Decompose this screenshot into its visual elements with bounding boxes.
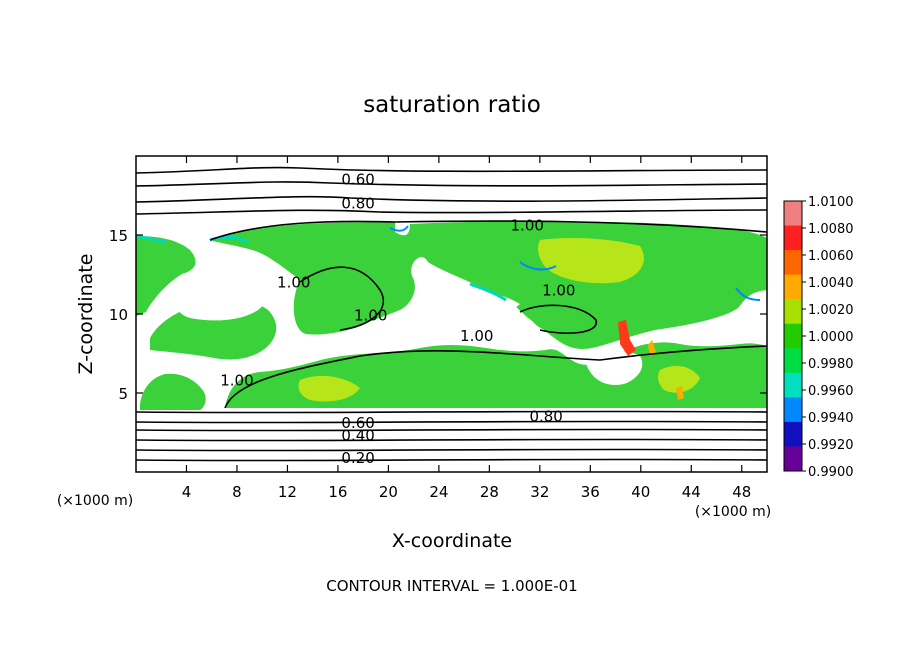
subsaturated-fringe [389,225,761,301]
colorbar-level-label: 1.0020 [808,303,854,318]
very-moist-streak-2 [648,340,684,400]
y-unit-label: (×1000 m) [57,493,133,509]
colorbar-swatch [784,250,802,276]
contour-line-1-00-top [209,220,767,241]
moist-region-left [136,236,196,316]
y-axis-label: Z-coordinate [75,254,97,375]
contour-label: 0.80 [341,194,374,212]
contour-lines [136,166,767,462]
contour-line-lower-6 [136,458,767,462]
contour-labels: 0.60 0.80 1.00 1.00 1.00 1.00 1.00 1.00 0.80 0.60… [220,171,575,467]
contour-label: 1.00 [277,273,310,291]
colorbar-swatch [784,201,802,227]
contour-line-upper-1 [136,166,767,174]
supersaturated-patch-b [298,375,360,402]
plot-area: 0.60 0.80 1.00 1.00 1.00 1.00 1.00 1.00 0.80 0.60… [136,156,767,472]
contour-line-lower-3 [136,428,767,432]
x-unit-label: (×1000 m) [695,504,771,520]
colorbar-swatch [784,372,802,398]
colorbar-swatch [784,274,802,300]
very-moist-streak [618,320,636,356]
contour-line-lower-4 [136,438,767,442]
colorbar-swatch [784,348,802,374]
contour-line-1-00-lower [224,345,767,409]
moist-region-right-lobe [528,304,594,334]
colorbar-level-label: 1.0060 [808,249,854,264]
colorbar-swatch [784,421,802,447]
colorbar-swatch [784,397,802,423]
colorbar-level-label: 1.0080 [808,222,854,237]
contour-line-lower-2 [136,420,767,424]
x-tick-label: 20 [379,483,398,501]
contour-label: 0.20 [341,449,374,467]
contour-label: 1.00 [354,307,387,325]
x-tick-label: 36 [581,483,600,501]
x-axis-label: X-coordinate [392,530,512,552]
supersaturated-patch-c [657,365,700,393]
contour-label: 0.60 [341,171,374,189]
y-tick-label: 15 [109,227,128,245]
x-tick-label: 40 [631,483,650,501]
x-tick-label: 8 [232,483,242,501]
x-axis-ticks: 4 8 12 16 20 24 28 32 36 40 44 48 [182,156,751,501]
x-tick-label: 44 [682,483,701,501]
x-tick-label: 28 [480,483,499,501]
y-axis-ticks: 5 10 15 [109,227,767,403]
colorbar: 1.0100 1.0080 1.0060 1.0040 1.0020 1.0000 0.99… [783,195,854,480]
colorbar-swatch [784,225,802,251]
contour-line-upper-2 [136,181,767,187]
saturation-field [136,221,767,410]
contour-line-upper-3 [136,195,767,203]
x-tick-label: 16 [328,483,347,501]
contour-line-lower-1 [136,410,767,414]
contour-line-lower-5 [136,448,767,452]
colorbar-level-label: 0.9980 [808,357,854,372]
contour-label: 1.00 [511,217,544,235]
contour-label: 0.40 [341,427,374,445]
colorbar-level-label: 0.9920 [808,438,854,453]
colorbar-swatch [784,299,802,325]
contour-label: 0.80 [529,408,562,426]
contour-label: 1.00 [220,371,253,389]
cloud-gap-left [174,265,270,321]
colorbar-level-label: 1.0000 [808,330,854,345]
contour-line-1-00-right [519,304,597,334]
colorbar-swatch [784,446,802,472]
y-tick-label: 5 [118,385,128,403]
contour-line-upper-4 [136,209,767,215]
y-tick-label: 10 [109,306,128,324]
colorbar-level-label: 0.9900 [808,465,854,480]
colorbar-swatch [784,323,802,349]
contour-line-1-00-mid [299,266,385,331]
contour-interval-note: CONTOUR INTERVAL = 1.000E-01 [326,577,577,595]
contour-label: 0.60 [341,414,374,432]
colorbar-level-label: 0.9960 [808,384,854,399]
x-tick-label: 48 [732,483,751,501]
x-tick-label: 24 [429,483,448,501]
moist-region-lower-left [140,373,206,410]
colorbar-level-label: 1.0100 [808,195,854,210]
colorbar-level-label: 1.0040 [808,276,854,291]
supersaturated-patch-a [538,238,644,284]
contour-label: 1.00 [542,281,575,299]
colorbar-level-label: 0.9940 [808,411,854,426]
contour-label: 1.00 [460,327,493,345]
chart-title: saturation ratio [363,92,541,118]
x-tick-label: 4 [182,483,192,501]
x-tick-label: 32 [530,483,549,501]
x-tick-label: 12 [278,483,297,501]
